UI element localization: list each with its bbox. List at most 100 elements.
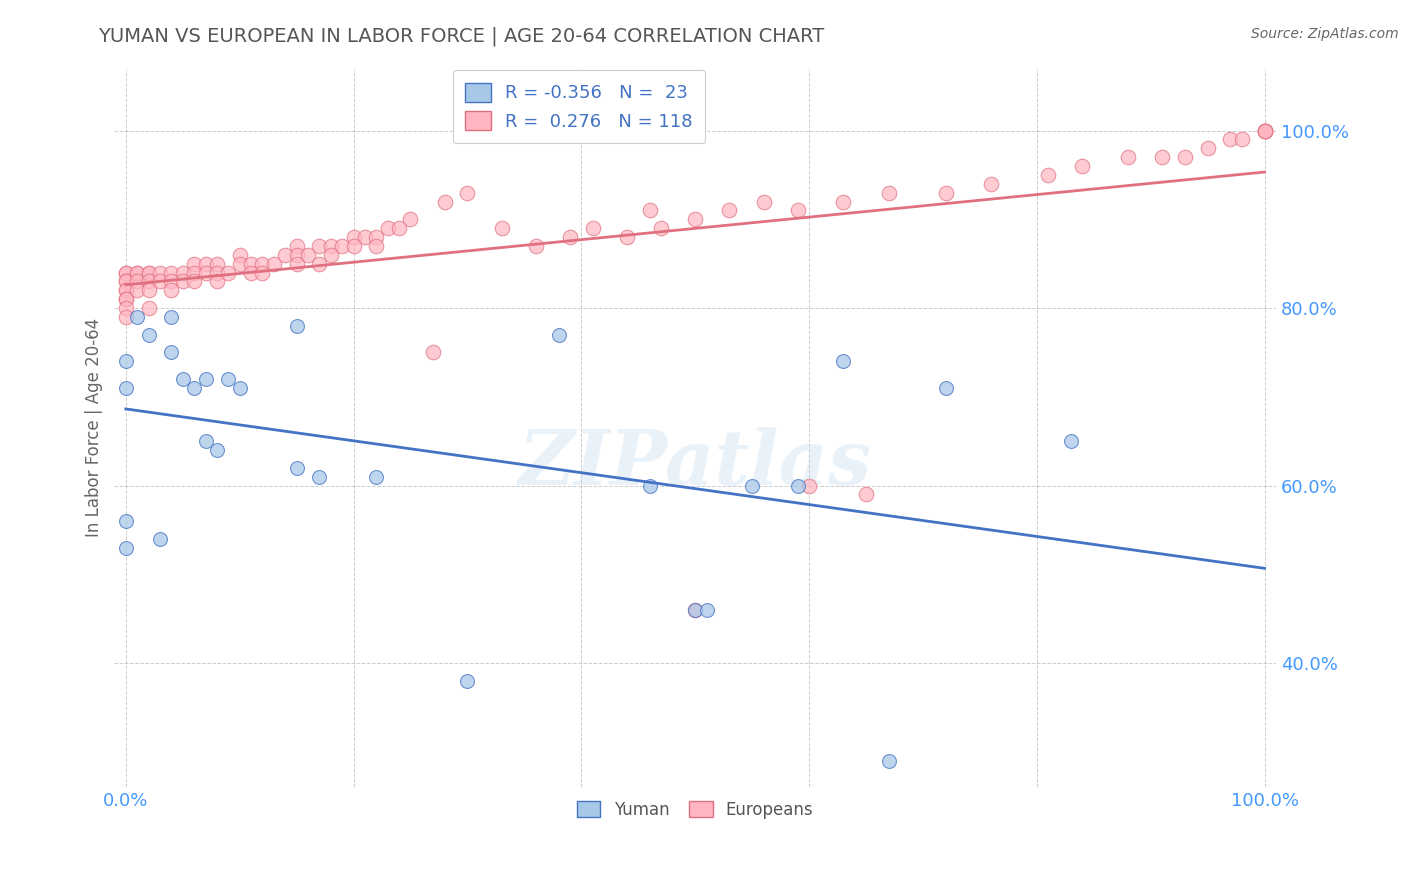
- Europeans: [114, 266, 136, 280]
- Yuman: [127, 310, 149, 324]
- Europeans: [524, 239, 547, 253]
- Europeans: [149, 266, 172, 280]
- Yuman: [366, 469, 388, 483]
- Europeans: [616, 230, 638, 244]
- Europeans: [285, 239, 308, 253]
- Yuman: [1060, 434, 1083, 449]
- Europeans: [138, 283, 160, 297]
- Europeans: [1253, 123, 1275, 137]
- Yuman: [547, 327, 569, 342]
- Yuman: [741, 478, 763, 492]
- Europeans: [240, 266, 263, 280]
- Europeans: [1253, 123, 1275, 137]
- Yuman: [194, 434, 217, 449]
- Europeans: [980, 177, 1002, 191]
- Yuman: [149, 532, 172, 546]
- Europeans: [1071, 159, 1094, 173]
- Europeans: [342, 230, 364, 244]
- Europeans: [558, 230, 581, 244]
- Text: Source: ZipAtlas.com: Source: ZipAtlas.com: [1251, 27, 1399, 41]
- Europeans: [285, 248, 308, 262]
- Europeans: [1253, 123, 1275, 137]
- Yuman: [160, 345, 183, 359]
- Yuman: [285, 318, 308, 333]
- Europeans: [1197, 141, 1219, 155]
- Europeans: [160, 283, 183, 297]
- Europeans: [114, 275, 136, 289]
- Europeans: [114, 292, 136, 306]
- Yuman: [683, 603, 706, 617]
- Yuman: [217, 372, 239, 386]
- Europeans: [366, 239, 388, 253]
- Europeans: [205, 266, 228, 280]
- Europeans: [127, 283, 149, 297]
- Yuman: [114, 354, 136, 368]
- Europeans: [114, 283, 136, 297]
- Yuman: [194, 372, 217, 386]
- Europeans: [114, 301, 136, 315]
- Europeans: [194, 257, 217, 271]
- Europeans: [1230, 132, 1253, 146]
- Europeans: [877, 186, 900, 200]
- Europeans: [855, 487, 877, 501]
- Europeans: [366, 230, 388, 244]
- Europeans: [786, 203, 808, 218]
- Europeans: [138, 266, 160, 280]
- Europeans: [172, 266, 194, 280]
- Yuman: [172, 372, 194, 386]
- Europeans: [285, 257, 308, 271]
- Europeans: [138, 301, 160, 315]
- Yuman: [114, 541, 136, 555]
- Europeans: [205, 257, 228, 271]
- Europeans: [114, 283, 136, 297]
- Europeans: [1253, 123, 1275, 137]
- Yuman: [456, 673, 478, 688]
- Europeans: [183, 266, 205, 280]
- Europeans: [377, 221, 399, 235]
- Yuman: [183, 381, 205, 395]
- Text: ZIPatlas: ZIPatlas: [519, 426, 872, 500]
- Europeans: [718, 203, 741, 218]
- Yuman: [114, 381, 136, 395]
- Yuman: [786, 478, 808, 492]
- Europeans: [433, 194, 456, 209]
- Europeans: [1219, 132, 1241, 146]
- Europeans: [127, 266, 149, 280]
- Legend: Yuman, Europeans: Yuman, Europeans: [571, 794, 820, 826]
- Europeans: [388, 221, 411, 235]
- Yuman: [696, 603, 718, 617]
- Europeans: [114, 310, 136, 324]
- Europeans: [638, 203, 661, 218]
- Yuman: [935, 381, 957, 395]
- Europeans: [138, 266, 160, 280]
- Europeans: [194, 266, 217, 280]
- Text: YUMAN VS EUROPEAN IN LABOR FORCE | AGE 20-64 CORRELATION CHART: YUMAN VS EUROPEAN IN LABOR FORCE | AGE 2…: [98, 27, 825, 46]
- Y-axis label: In Labor Force | Age 20-64: In Labor Force | Age 20-64: [86, 318, 103, 537]
- Europeans: [319, 248, 342, 262]
- Europeans: [752, 194, 775, 209]
- Europeans: [114, 275, 136, 289]
- Europeans: [1174, 150, 1197, 164]
- Europeans: [422, 345, 444, 359]
- Europeans: [330, 239, 353, 253]
- Yuman: [877, 754, 900, 768]
- Europeans: [160, 275, 183, 289]
- Europeans: [1116, 150, 1139, 164]
- Europeans: [127, 275, 149, 289]
- Europeans: [297, 248, 319, 262]
- Yuman: [138, 327, 160, 342]
- Europeans: [308, 257, 330, 271]
- Europeans: [127, 266, 149, 280]
- Europeans: [217, 266, 239, 280]
- Europeans: [228, 257, 250, 271]
- Yuman: [832, 354, 855, 368]
- Europeans: [650, 221, 672, 235]
- Europeans: [183, 275, 205, 289]
- Yuman: [285, 460, 308, 475]
- Europeans: [308, 239, 330, 253]
- Yuman: [114, 514, 136, 528]
- Europeans: [399, 212, 422, 227]
- Yuman: [160, 310, 183, 324]
- Europeans: [797, 478, 820, 492]
- Europeans: [160, 266, 183, 280]
